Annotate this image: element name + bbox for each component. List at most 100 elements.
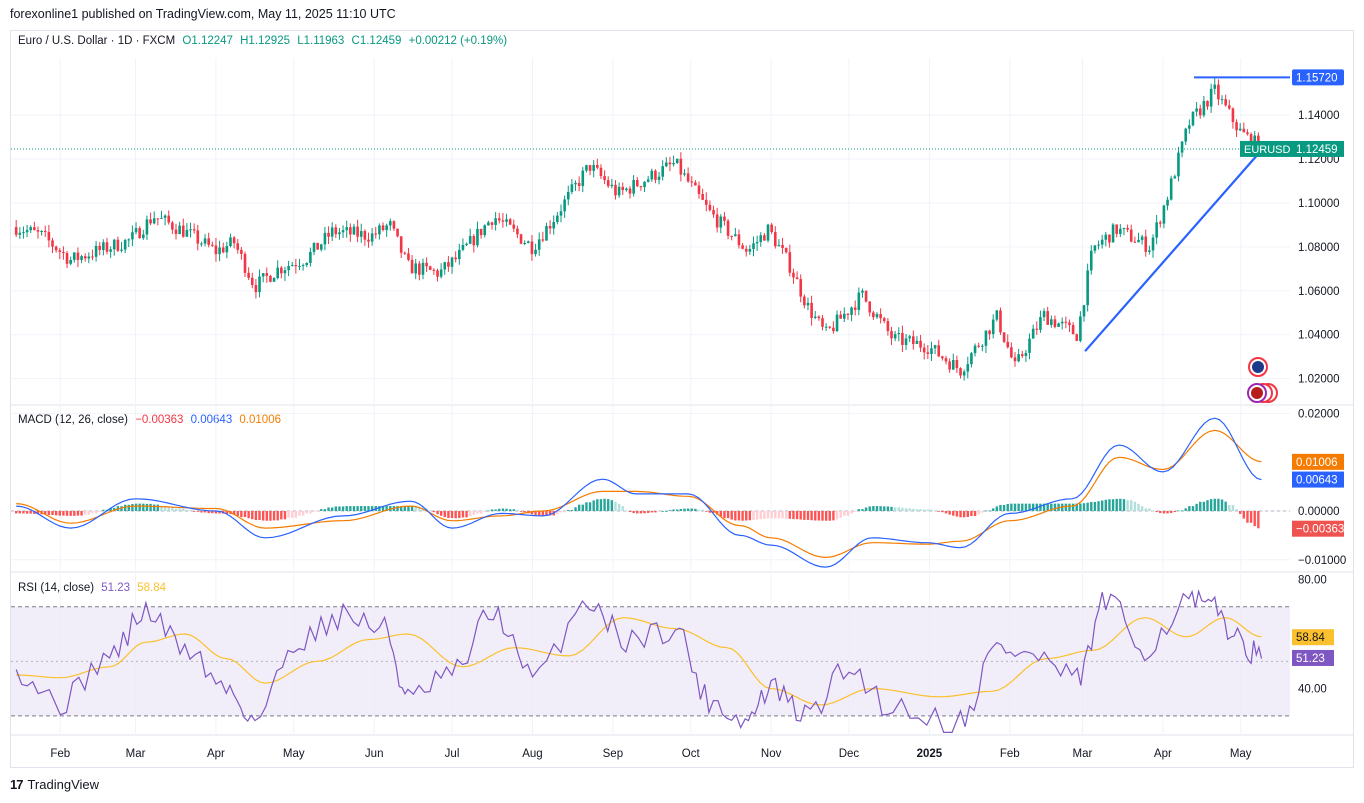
macd-histogram-bar [592,500,595,511]
candle-body [120,249,123,251]
candle-body [338,232,341,235]
macd-histogram-bar [14,510,18,514]
macd-histogram-bar [200,510,203,513]
macd-histogram-bar [774,510,777,519]
candle-body [149,219,152,224]
macd-histogram-bar [625,510,628,512]
candle-body [951,360,955,370]
candle-body [421,262,425,275]
candle-body [192,229,196,231]
macd-histogram-bar [410,506,414,511]
candle-body [777,244,781,247]
macd-histogram-bar [828,510,831,521]
macd-histogram-bar [505,508,508,511]
candle-body [91,256,94,258]
candle-body [1184,128,1188,142]
candle-body [221,247,225,253]
candle-body [1071,325,1075,335]
macd-histogram-bar [814,510,817,521]
candle-body [730,235,734,237]
candle-body [385,225,388,231]
candle-body [759,235,763,242]
candle-body [973,345,977,354]
candle-body [265,273,269,276]
macd-histogram-bar [487,510,490,512]
macd-histogram-bar [770,510,773,519]
candle-body [381,225,385,231]
candle-body [610,184,614,187]
candle-body [962,371,966,376]
macd-histogram-bar [668,510,672,512]
candle-body [665,162,668,167]
macd-histogram-bar [676,509,679,511]
candle-body [832,327,835,332]
symbol-label: Euro / U.S. Dollar · 1D · FXCM [18,35,176,47]
candle-body [570,184,574,192]
macd-histogram-bar [345,506,348,511]
candle-body [1169,178,1173,200]
resistance-price-badge [1292,69,1344,86]
macd-histogram-bar [719,510,723,517]
macd-histogram-bar [694,508,697,511]
macd-histogram-bar [131,503,134,511]
candle-body [47,232,51,241]
candle-body [432,269,436,271]
macd-histogram-bar [1006,503,1009,511]
x-tick-label: May [283,748,305,760]
candle-body [505,219,508,222]
candle-body [737,234,741,246]
macd-histogram-bar [123,504,127,511]
candle-body [592,164,595,171]
macd-histogram-bar [1213,498,1216,511]
candle-body [596,164,599,168]
macd-histogram-bar [91,510,94,514]
candle-body [516,228,519,235]
macd-histogram-bar [432,510,436,513]
macd-histogram-bar [349,506,352,511]
price-tick-label: 1.02000 [1298,374,1340,386]
macd-histogram-bar [795,510,799,520]
candle-body [617,186,621,196]
candle-body [937,345,941,357]
rsi-tick-label: 40.00 [1298,684,1327,696]
candle-body [861,290,864,293]
candle-body [512,224,516,229]
candle-body [872,312,875,318]
price-tick-label: 1.08000 [1298,242,1340,254]
candle-body [857,292,861,310]
macd-histogram-bar [1079,503,1082,511]
macd-histogram-bar [127,504,130,511]
macd-histogram-bar [904,508,908,511]
macd-histogram-bar [232,510,236,515]
candle-body [1191,111,1195,126]
macd-histogram-bar [752,510,755,520]
macd-histogram-bar [1235,509,1238,511]
candle-body [327,232,330,237]
candle-body [552,222,556,229]
symbol-badge [1240,140,1292,157]
macd-histogram-bar [679,508,683,511]
macd-histogram-bar [1166,510,1169,514]
candle-body [606,180,610,187]
candle-body [959,368,962,376]
macd-histogram-bar [1220,499,1224,511]
macd-histogram-bar [1148,508,1151,511]
footer-brand: TradingView [27,777,100,792]
candle-body [14,227,18,235]
candle-body [436,270,439,277]
candle-body [1050,319,1053,325]
candle-body [225,246,229,253]
x-tick-label: Jun [365,748,384,760]
candle-body [563,199,566,212]
macd-histogram-bar [599,499,603,511]
macd-histogram-bar [320,509,323,511]
eu-flag-icon [1252,361,1264,373]
candle-body [178,225,181,235]
macd-histogram-bar [58,510,61,516]
candle-body [806,302,810,306]
macd-histogram-bar [490,509,494,511]
macd-histogram-bar [988,510,991,512]
x-tick-label: Nov [761,748,782,760]
macd-histogram-bar [207,510,210,514]
candle-body [970,353,973,365]
